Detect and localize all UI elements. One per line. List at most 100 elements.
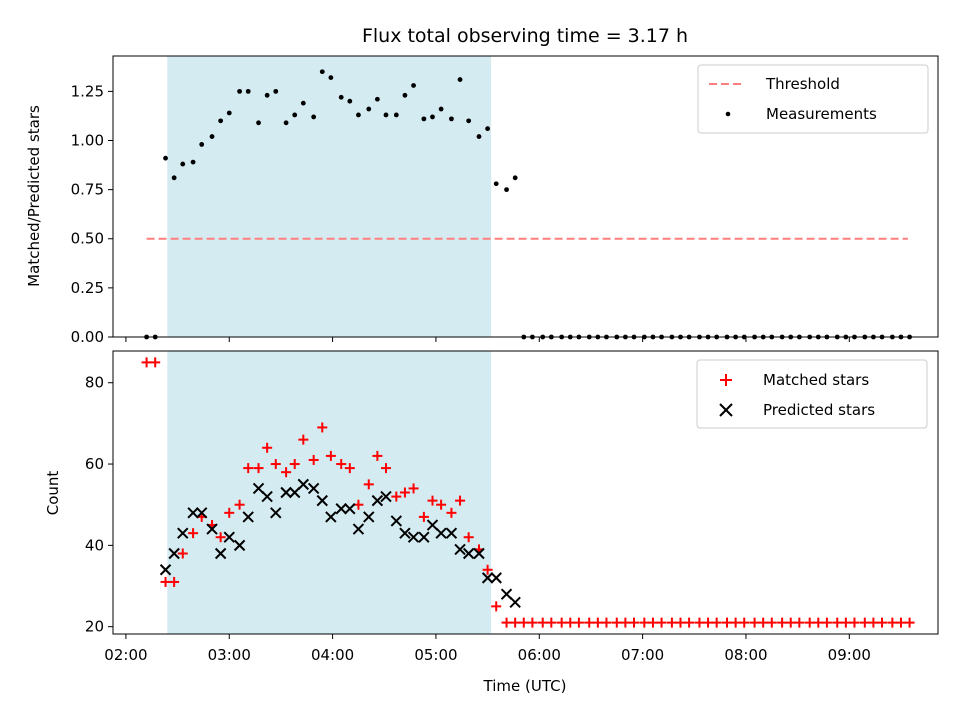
predicted-stars-point: [462, 547, 475, 560]
predicted-stars-point: [335, 503, 347, 515]
x-tick-label: 04:00: [311, 646, 354, 664]
predicted-stars-point: [325, 511, 337, 523]
matched-stars-point: [527, 617, 538, 628]
matched-stars-point: [363, 479, 374, 490]
predicted-stars-point: [177, 527, 189, 539]
matched-stars-point: [877, 617, 888, 628]
matched-stars-point: [253, 463, 264, 474]
measurement-point: [383, 112, 389, 118]
matched-stars-point: [391, 491, 402, 502]
predicted-stars-point: [490, 572, 502, 584]
predicted-stars-point: [288, 486, 301, 499]
matched-stars-point: [584, 617, 595, 628]
matched-stars-point: [344, 463, 355, 474]
y-tick-label: 80: [85, 374, 104, 392]
matched-stars-point: [169, 576, 180, 587]
predicted-stars-point: [214, 547, 227, 560]
predicted-stars-point: [407, 531, 420, 543]
measurement-point: [504, 187, 509, 193]
y-tick-label: 1.25: [71, 82, 104, 100]
measurement-point: [180, 161, 186, 167]
x-tick-label: 08:00: [724, 646, 767, 664]
matched-stars-point: [289, 459, 300, 470]
x-tick-label: 09:00: [828, 646, 871, 664]
matched-stars-point: [620, 617, 631, 628]
matched-stars-point: [904, 617, 915, 628]
matched-stars-point: [868, 617, 879, 628]
measurement-point: [256, 120, 261, 126]
measurement-point: [411, 83, 416, 88]
predicted-stars-point: [223, 531, 235, 543]
measurement-point: [356, 112, 361, 118]
matched-stars-point: [785, 617, 796, 628]
measurement-point: [374, 96, 380, 102]
predicted-stars-point: [418, 531, 430, 543]
x-tick-label: 07:00: [621, 646, 664, 664]
matched-stars-point: [372, 450, 383, 461]
matched-stars-point: [399, 487, 410, 498]
measurement-point: [311, 114, 317, 120]
matched-stars-point: [675, 617, 686, 628]
bottom-panel-data: [141, 357, 915, 628]
x-tick-label: 05:00: [414, 646, 457, 664]
matched-stars-point: [703, 617, 714, 628]
predicted-stars-point: [316, 494, 328, 507]
legend-threshold-label: Threshold: [765, 75, 840, 93]
matched-stars-point: [711, 617, 722, 628]
bottom-panel-background: [167, 351, 492, 634]
bottom-panel-legend: Matched stars Predicted stars: [696, 359, 928, 429]
predicted-stars-point: [352, 523, 365, 535]
predicted-stars-point: [252, 482, 265, 495]
measurement-point: [226, 110, 232, 116]
measurement-point: [319, 69, 325, 75]
predicted-stars-point: [363, 511, 375, 523]
chart-title: Flux total observing time = 3.17 h: [362, 25, 688, 47]
matched-stars-point: [739, 617, 750, 628]
matched-stars-point: [317, 422, 328, 433]
matched-stars-point: [262, 442, 273, 453]
y-tick-label: 0.50: [71, 230, 104, 248]
bottom-panel-x-ticks: 02:00 03:00 04:00 05:00 06:00 07:00 08:00 09:00: [104, 634, 871, 664]
top-panel-y-axis-label: Matched/Predicted stars: [25, 105, 43, 287]
legend-predicted-marker: [719, 403, 733, 417]
matched-stars-point: [408, 483, 419, 494]
matched-stars-point: [446, 507, 457, 518]
legend-predicted-label: Predicted stars: [763, 401, 875, 419]
matched-stars-point: [766, 617, 777, 628]
top-panel-frame: [112, 55, 939, 338]
legend-matched-marker: [720, 374, 732, 386]
y-tick-label: 60: [85, 455, 104, 473]
predicted-stars-point: [454, 543, 466, 556]
matched-stars-point: [895, 617, 906, 628]
measurement-point: [366, 106, 372, 112]
predicted-stars-point: [445, 527, 458, 539]
matched-stars-point: [188, 528, 199, 539]
measurement-point: [438, 106, 444, 112]
matched-stars-point: [298, 434, 309, 445]
measurement-point: [245, 88, 251, 94]
predicted-stars-point: [473, 547, 485, 560]
matched-stars-point: [177, 548, 188, 559]
matched-stars-point: [281, 467, 292, 478]
x-tick-label: 06:00: [518, 646, 561, 664]
predicted-stars-point: [206, 523, 218, 535]
matched-stars-point: [722, 617, 733, 628]
measurement-point: [457, 77, 463, 82]
x-tick-label: 02:00: [104, 646, 147, 664]
matched-stars-point: [234, 499, 245, 510]
y-tick-label: 20: [85, 618, 104, 636]
measurement-point: [328, 75, 334, 81]
matched-stars-point: [463, 532, 474, 543]
measurement-point: [264, 92, 270, 98]
matched-stars-point: [840, 617, 851, 628]
matched-stars-point: [160, 576, 171, 587]
matched-stars-point: [611, 617, 622, 628]
matched-stars-point: [436, 499, 447, 510]
top-panel-data: [144, 69, 912, 340]
y-tick-label: 0.00: [71, 328, 104, 346]
matched-stars-point: [455, 495, 466, 506]
predicted-stars-point: [390, 515, 403, 527]
measurement-point: [347, 98, 353, 104]
measurement-point: [283, 120, 289, 126]
predicted-stars-point: [344, 503, 356, 515]
